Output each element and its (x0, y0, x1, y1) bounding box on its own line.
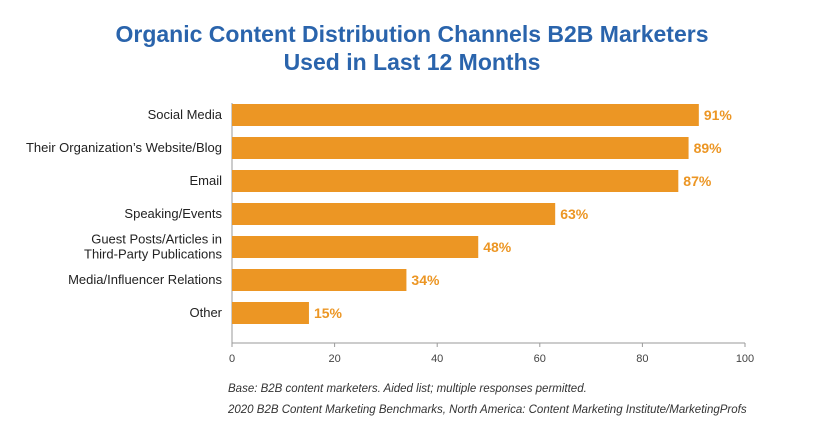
chart-title-line-1: Organic Content Distribution Channels B2… (115, 21, 709, 47)
bar (232, 203, 556, 225)
footnote-base: Base: B2B content marketers. Aided list;… (228, 383, 587, 395)
category-label: Email (189, 173, 222, 188)
x-tick-label: 0 (229, 353, 235, 365)
x-tick-label: 40 (431, 353, 443, 365)
value-label: 15% (314, 305, 343, 321)
value-label: 34% (411, 272, 440, 288)
value-label: 91% (704, 107, 733, 123)
category-label: Media/Influencer Relations (68, 272, 222, 287)
category-label: Other (189, 305, 222, 320)
x-tick-label: 20 (328, 353, 340, 365)
category-label: Third-Party Publications (84, 247, 222, 262)
bar (232, 236, 479, 258)
x-tick-label: 60 (534, 353, 546, 365)
footnote-source: 2020 B2B Content Marketing Benchmarks, N… (228, 404, 747, 416)
chart-title-line-2: Used in Last 12 Months (283, 49, 541, 75)
bar (232, 137, 689, 159)
chart-title: Organic Content Distribution Channels B2… (0, 20, 824, 76)
bar (232, 104, 699, 126)
category-label: Their Organization’s Website/Blog (26, 140, 222, 155)
value-label: 89% (694, 140, 723, 156)
bar (232, 170, 679, 192)
value-label: 48% (483, 239, 512, 255)
value-label: 63% (560, 206, 589, 222)
bar (232, 302, 309, 324)
x-tick-label: 80 (636, 353, 648, 365)
category-label: Speaking/Events (124, 206, 222, 221)
category-label: Guest Posts/Articles in (91, 232, 222, 247)
category-label: Social Media (148, 107, 223, 122)
value-label: 87% (683, 173, 712, 189)
bar (232, 269, 407, 291)
x-tick-label: 100 (736, 353, 754, 365)
